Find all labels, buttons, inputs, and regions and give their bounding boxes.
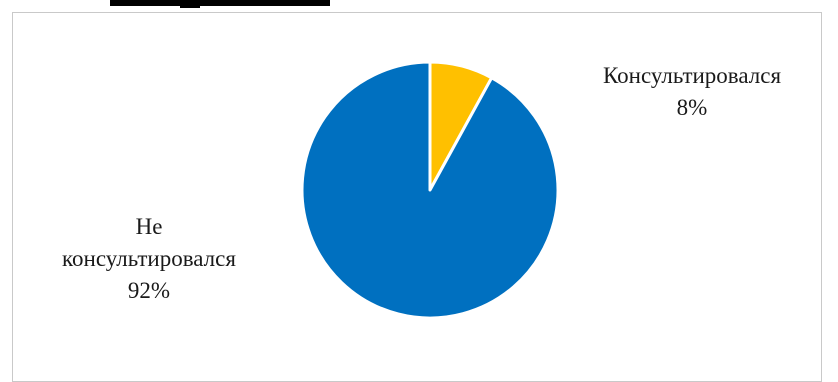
slice-label-consulted-name: Консультировался bbox=[602, 63, 782, 88]
slice-label-consulted: Консультировался 8% bbox=[566, 60, 818, 124]
slice-label-not-consulted-line2: консультировался bbox=[62, 246, 236, 271]
slice-label-consulted-percent: 8% bbox=[676, 95, 708, 120]
cropped-title-fragment bbox=[110, 0, 330, 6]
slice-label-not-consulted: Не консультировался 92% bbox=[16, 211, 282, 307]
slice-label-not-consulted-line1: Не bbox=[135, 214, 163, 239]
pie-chart bbox=[300, 60, 560, 320]
slice-label-not-consulted-percent: 92% bbox=[127, 278, 171, 303]
cropped-title-fragment bbox=[180, 0, 200, 8]
pie-slice-not-consulted bbox=[300, 60, 560, 320]
